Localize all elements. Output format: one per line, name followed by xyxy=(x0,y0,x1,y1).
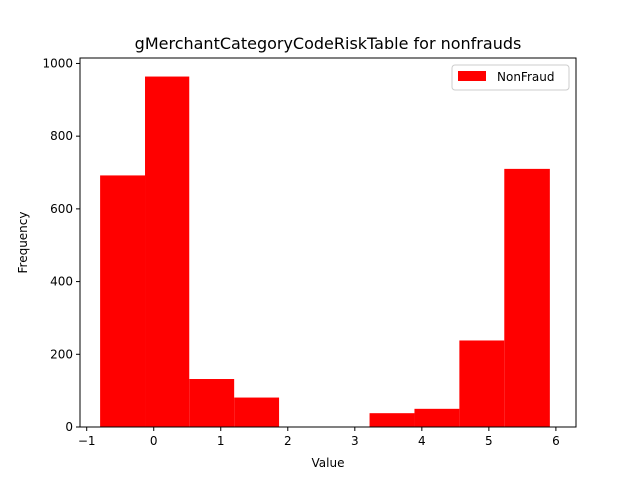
histogram-bar xyxy=(145,76,190,427)
histogram-bar xyxy=(504,168,550,427)
y-tick-label: 600 xyxy=(50,202,73,216)
y-tick-label: 0 xyxy=(65,420,73,434)
x-tick-label: 0 xyxy=(150,434,158,448)
histogram-bar xyxy=(459,340,505,427)
y-axis-label: Frequency xyxy=(16,212,30,274)
legend: NonFraud xyxy=(451,64,570,91)
x-tick-label: −1 xyxy=(78,434,96,448)
x-tick-label: 3 xyxy=(351,434,359,448)
x-tick-label: 1 xyxy=(217,434,225,448)
y-tick-label: 400 xyxy=(50,275,73,289)
plot-frame xyxy=(79,57,577,428)
y-tick-label: 1000 xyxy=(42,56,73,70)
histogram-bar xyxy=(414,408,460,427)
x-tick-label: 4 xyxy=(418,434,426,448)
x-tick-label: 2 xyxy=(284,434,292,448)
histogram-bar xyxy=(189,379,235,427)
y-tick-label: 800 xyxy=(50,129,73,143)
histogram-bar xyxy=(369,413,415,427)
x-tick-label: 5 xyxy=(485,434,493,448)
histogram-bar xyxy=(234,397,280,427)
x-tick-label: 6 xyxy=(552,434,560,448)
legend-label: NonFraud xyxy=(497,70,554,84)
y-tick-label: 200 xyxy=(50,347,73,361)
chart-title: gMerchantCategoryCodeRiskTable for nonfr… xyxy=(135,34,522,53)
x-axis-label: Value xyxy=(312,456,345,470)
ticks-group: −1 0 1 2 3 4 5 6 0 200 400 600 800 1000 xyxy=(42,56,559,448)
histogram-bar xyxy=(100,175,146,427)
legend-swatch xyxy=(458,71,486,81)
bars-group xyxy=(100,76,550,427)
